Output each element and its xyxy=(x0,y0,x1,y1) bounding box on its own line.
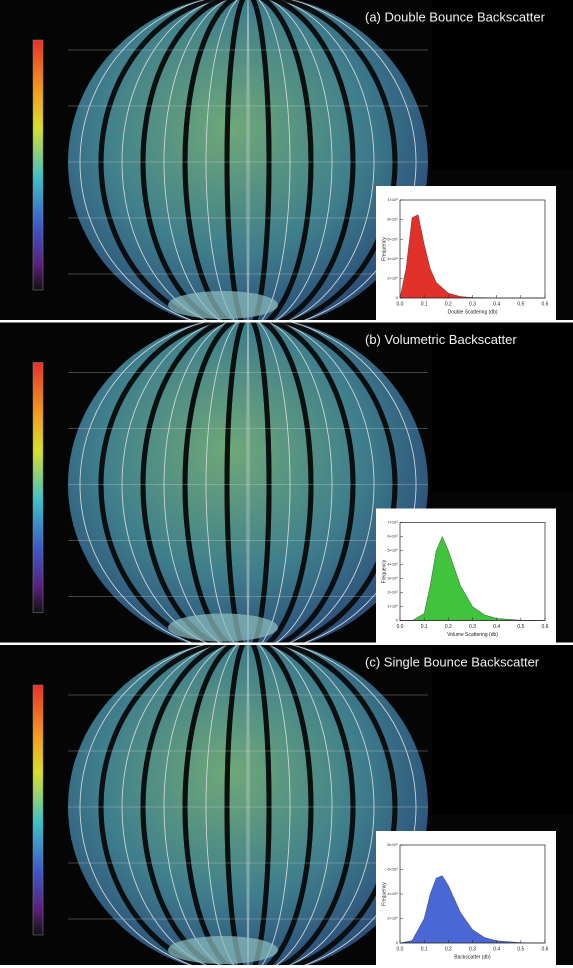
x-tick-label: 0.5 xyxy=(517,946,524,952)
y-tick-label: 7×10⁵ xyxy=(387,520,398,525)
panel-title: (c) Single Bounce Backscatter xyxy=(365,654,540,669)
x-tick-label: 0.1 xyxy=(421,301,428,307)
x-tick-label: 0.3 xyxy=(469,624,476,630)
x-tick-label: 0.6 xyxy=(542,946,549,952)
x-tick-label: 0.2 xyxy=(445,624,452,630)
y-tick-label: 4×10⁵ xyxy=(387,891,398,896)
x-tick-label: 0.2 xyxy=(445,946,452,952)
y-axis-label: Frequency xyxy=(381,237,387,261)
y-tick-label: 4×10⁵ xyxy=(387,256,398,261)
panel-title: (b) Volumetric Backscatter xyxy=(365,332,517,347)
panel: (a) Double Bounce Backscatter 0.0 0.1 0.2 0.… xyxy=(0,0,573,330)
y-tick-label: 2×10⁵ xyxy=(387,590,398,595)
panel: (b) Volumetric Backscatter 0.0 0.1 0.2 0.3 0.… xyxy=(0,317,573,653)
image-box xyxy=(432,0,573,170)
panel: (c) Single Bounce Backscatter 0.0 0.1 0.2 0.… xyxy=(0,639,573,968)
y-tick-label: 1×10⁵ xyxy=(387,604,398,609)
x-tick-label: 0.4 xyxy=(493,624,500,630)
x-tick-label: 0.6 xyxy=(542,624,549,630)
x-tick-label: 0.4 xyxy=(493,301,500,307)
y-tick-label: 6×10⁵ xyxy=(387,236,398,241)
y-tick-label: 8×10⁵ xyxy=(387,217,398,222)
y-tick-label: 2×10⁵ xyxy=(387,916,398,921)
x-tick-label: 0.1 xyxy=(421,946,428,952)
globe xyxy=(68,639,428,968)
y-tick-label: 8×10⁵ xyxy=(387,842,398,847)
x-tick-label: 0.2 xyxy=(445,301,452,307)
panel-title: (a) Double Bounce Backscatter xyxy=(365,9,546,24)
x-tick-label: 0.3 xyxy=(469,301,476,307)
colorbar xyxy=(33,685,43,935)
y-axis-label: Frequency xyxy=(381,559,387,583)
y-tick-label: 4×10⁵ xyxy=(387,562,398,567)
x-tick-label: 0.0 xyxy=(397,946,404,952)
globe-pole xyxy=(168,291,278,319)
image-box xyxy=(432,323,573,493)
x-tick-label: 0.0 xyxy=(397,624,404,630)
x-axis-label: Double Scattering (db) xyxy=(447,309,497,315)
y-tick-label: 2×10⁵ xyxy=(387,275,398,280)
x-tick-label: 0.5 xyxy=(517,301,524,307)
x-axis-label: Volume Scattering (db) xyxy=(447,632,498,638)
y-tick-label: 3×10⁵ xyxy=(387,576,398,581)
colorbar xyxy=(33,363,43,613)
x-axis-label: Backscatter (db) xyxy=(454,954,491,960)
globe xyxy=(68,317,428,653)
y-tick-label: 6×10⁵ xyxy=(387,867,398,872)
y-axis-label: Frequency xyxy=(381,882,387,906)
y-tick-label: 1×10⁶ xyxy=(387,197,398,202)
figure: (a) Double Bounce Backscatter 0.0 0.1 0.2 0.… xyxy=(0,0,573,968)
globe-pole xyxy=(168,936,278,964)
image-box xyxy=(432,645,573,815)
y-tick-label: 5×10⁵ xyxy=(387,548,398,553)
colorbar xyxy=(33,40,43,290)
x-tick-label: 0.1 xyxy=(421,624,428,630)
x-tick-label: 0.5 xyxy=(517,624,524,630)
x-tick-label: 0.0 xyxy=(397,301,404,307)
x-tick-label: 0.6 xyxy=(542,301,549,307)
y-tick-label: 6×10⁵ xyxy=(387,534,398,539)
globe xyxy=(68,0,428,330)
x-tick-label: 0.3 xyxy=(469,946,476,952)
x-tick-label: 0.4 xyxy=(493,946,500,952)
globe-pole xyxy=(168,614,278,642)
